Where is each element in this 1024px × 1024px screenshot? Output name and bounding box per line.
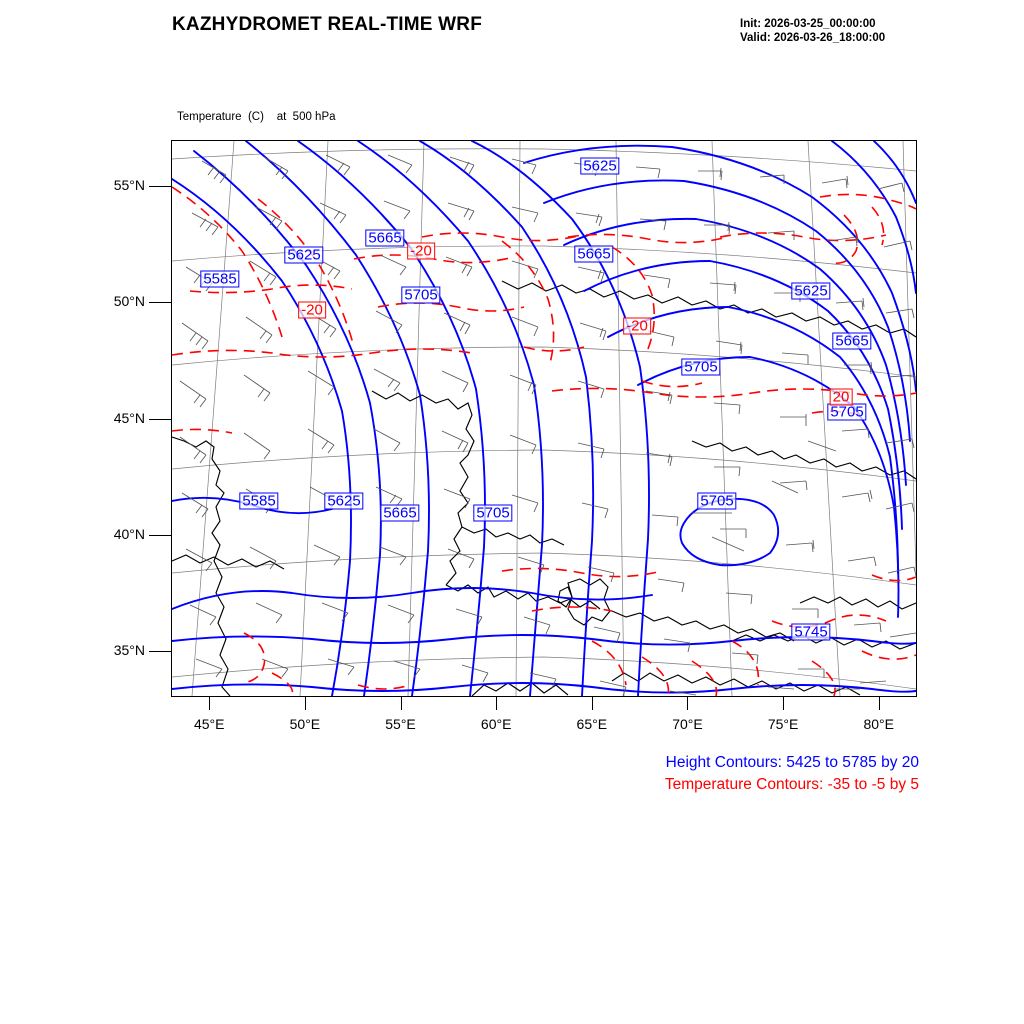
latitude-tick-mark xyxy=(149,534,171,536)
contour-legend: Height Contours: 5425 to 5785 by 20 Temp… xyxy=(665,752,919,796)
field-legend-temperature: Temperature (C) at 500 hPa xyxy=(177,111,336,123)
height-contour-label: 5705 xyxy=(827,403,867,421)
temperature-contour-label: 20 xyxy=(829,388,853,406)
longitude-tick-label: 50°E xyxy=(289,716,321,732)
latitude-tick-mark xyxy=(149,418,171,420)
longitude-tick-mark xyxy=(878,697,880,710)
longitude-tick-label: 80°E xyxy=(863,716,894,732)
longitude-tick-label: 60°E xyxy=(480,716,512,732)
latitude-tick-label: 55°N xyxy=(113,177,145,194)
latitude-tick-label: 35°N xyxy=(113,641,145,658)
height-contour-legend: Height Contours: 5425 to 5785 by 20 xyxy=(665,754,919,771)
latitude-tick-label: 50°N xyxy=(113,293,145,310)
longitude-tick-mark xyxy=(783,697,785,710)
page-title: KAZHYDROMET REAL-TIME WRF xyxy=(172,14,483,35)
height-contour-label: 5705 xyxy=(473,504,513,522)
run-info: Init: 2026-03-25_00:00:00 Valid: 2026-03… xyxy=(740,17,885,45)
latitude-tick-mark xyxy=(149,302,171,304)
longitude-tick-label: 75°E xyxy=(767,716,799,732)
weather-contour-map xyxy=(172,141,916,696)
height-contour-label: 5665 xyxy=(380,504,420,522)
temperature-contour-legend: Temperature Contours: -35 to -5 by 5 xyxy=(664,776,919,793)
temperature-contour-label: -20 xyxy=(298,301,326,319)
latitude-tick-mark xyxy=(149,186,171,188)
height-contour-label: 5705 xyxy=(697,492,737,510)
valid-time-label: Valid: 2026-03-26_18:00:00 xyxy=(740,32,886,44)
init-time-label: Init: 2026-03-25_00:00:00 xyxy=(740,18,876,30)
latitude-tick-mark xyxy=(149,650,171,652)
wind-barb-layer xyxy=(179,154,916,696)
height-contour-label: 5665 xyxy=(365,229,405,247)
longitude-tick-mark xyxy=(496,697,498,710)
longitude-tick-mark xyxy=(591,697,593,710)
height-contour-label: 5625 xyxy=(580,157,620,175)
latitude-tick-label: 45°N xyxy=(113,409,145,426)
map-plot-area[interactable]: 5625 5625 5665 5665 5585 5705 5625 5665 5705 5705… xyxy=(171,140,917,697)
longitude-tick-label: 70°E xyxy=(672,716,703,732)
height-contour-layer xyxy=(172,141,916,696)
latitude-tick-label: 40°N xyxy=(113,525,145,542)
longitude-tick-mark xyxy=(687,697,689,710)
height-contour-label: 5625 xyxy=(791,282,831,300)
temperature-contour-label: -20 xyxy=(407,242,435,260)
height-contour-label: 5625 xyxy=(324,492,364,510)
height-contour-label: 5585 xyxy=(239,492,279,510)
longitude-tick-label: 55°E xyxy=(385,716,416,732)
longitude-tick-mark xyxy=(304,697,306,710)
height-contour-label: 5665 xyxy=(832,332,872,350)
height-contour-label: 5625 xyxy=(284,246,324,264)
height-contour-label: 5585 xyxy=(200,270,240,288)
height-contour-label: 5705 xyxy=(681,358,721,376)
height-contour-label: 5665 xyxy=(574,245,614,263)
height-contour-label: 5705 xyxy=(401,286,441,304)
longitude-tick-mark xyxy=(209,697,211,710)
longitude-tick-label: 45°E xyxy=(193,716,225,732)
temperature-contour-label: -20 xyxy=(623,317,651,335)
temperature-contour-layer xyxy=(172,186,916,696)
longitude-tick-mark xyxy=(400,697,402,710)
height-contour-label: 5745 xyxy=(791,623,831,641)
longitude-tick-label: 65°E xyxy=(576,716,608,732)
